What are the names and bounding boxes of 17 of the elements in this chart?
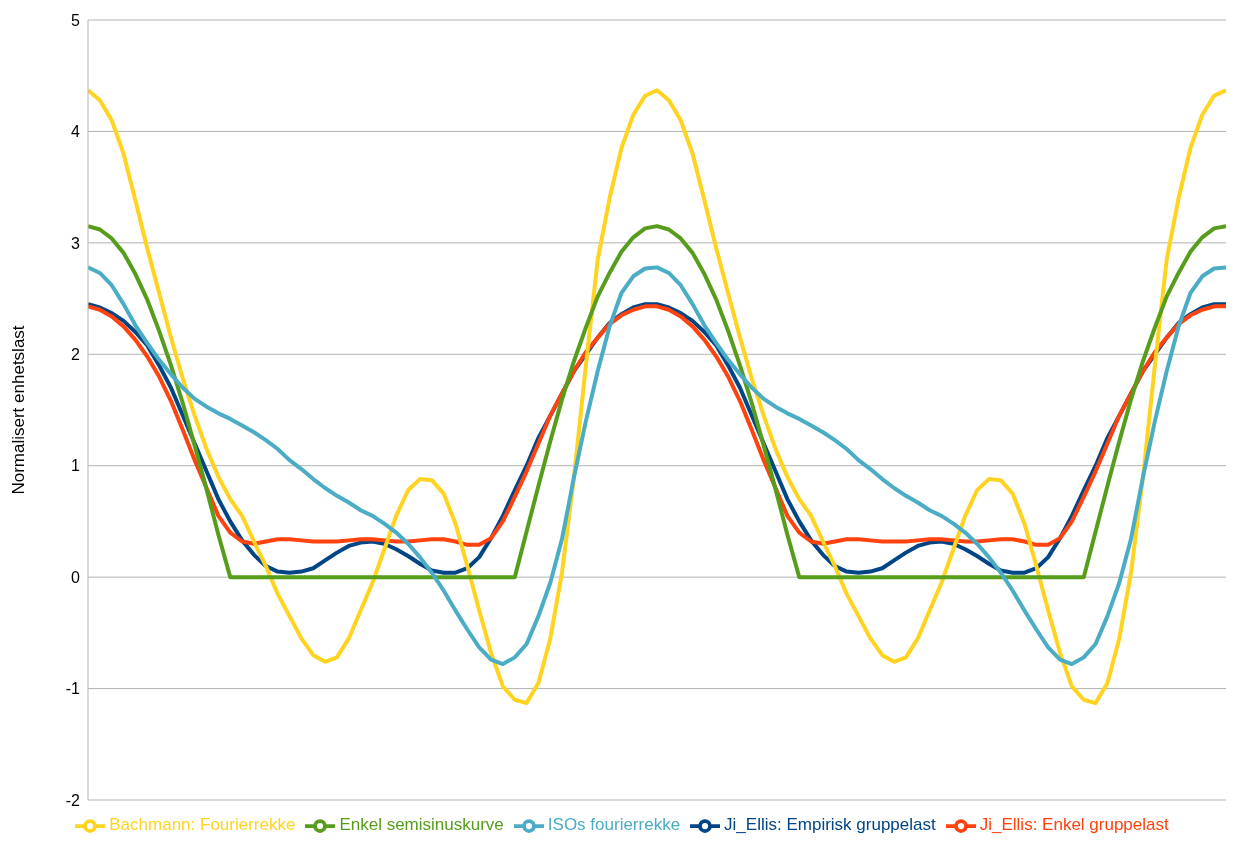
legend-label: Ji_Ellis: Empirisk gruppelast: [724, 815, 936, 835]
y-tick-label: 0: [71, 568, 81, 586]
y-tick-label: -2: [65, 791, 81, 809]
y-tick-label: 2: [71, 345, 81, 363]
legend-label: Ji_Ellis: Enkel gruppelast: [979, 815, 1169, 835]
y-tick-label: 5: [71, 11, 81, 29]
legend-label: Bachmann: Fourierrekke: [109, 815, 296, 835]
legend-label: ISOs fourierrekke: [547, 815, 681, 835]
line-series: [88, 265, 1226, 667]
line-series: [88, 88, 1226, 706]
legend-label: Enkel semisinuskurve: [339, 815, 504, 835]
line-series: [88, 224, 1226, 580]
y-tick-label: 3: [71, 234, 81, 252]
y-tick-label: 1: [71, 457, 81, 475]
y-tick-label: 4: [71, 123, 81, 141]
y-axis-title: Normalisert enhetslast: [9, 325, 29, 495]
y-tick-label: -1: [65, 680, 81, 698]
